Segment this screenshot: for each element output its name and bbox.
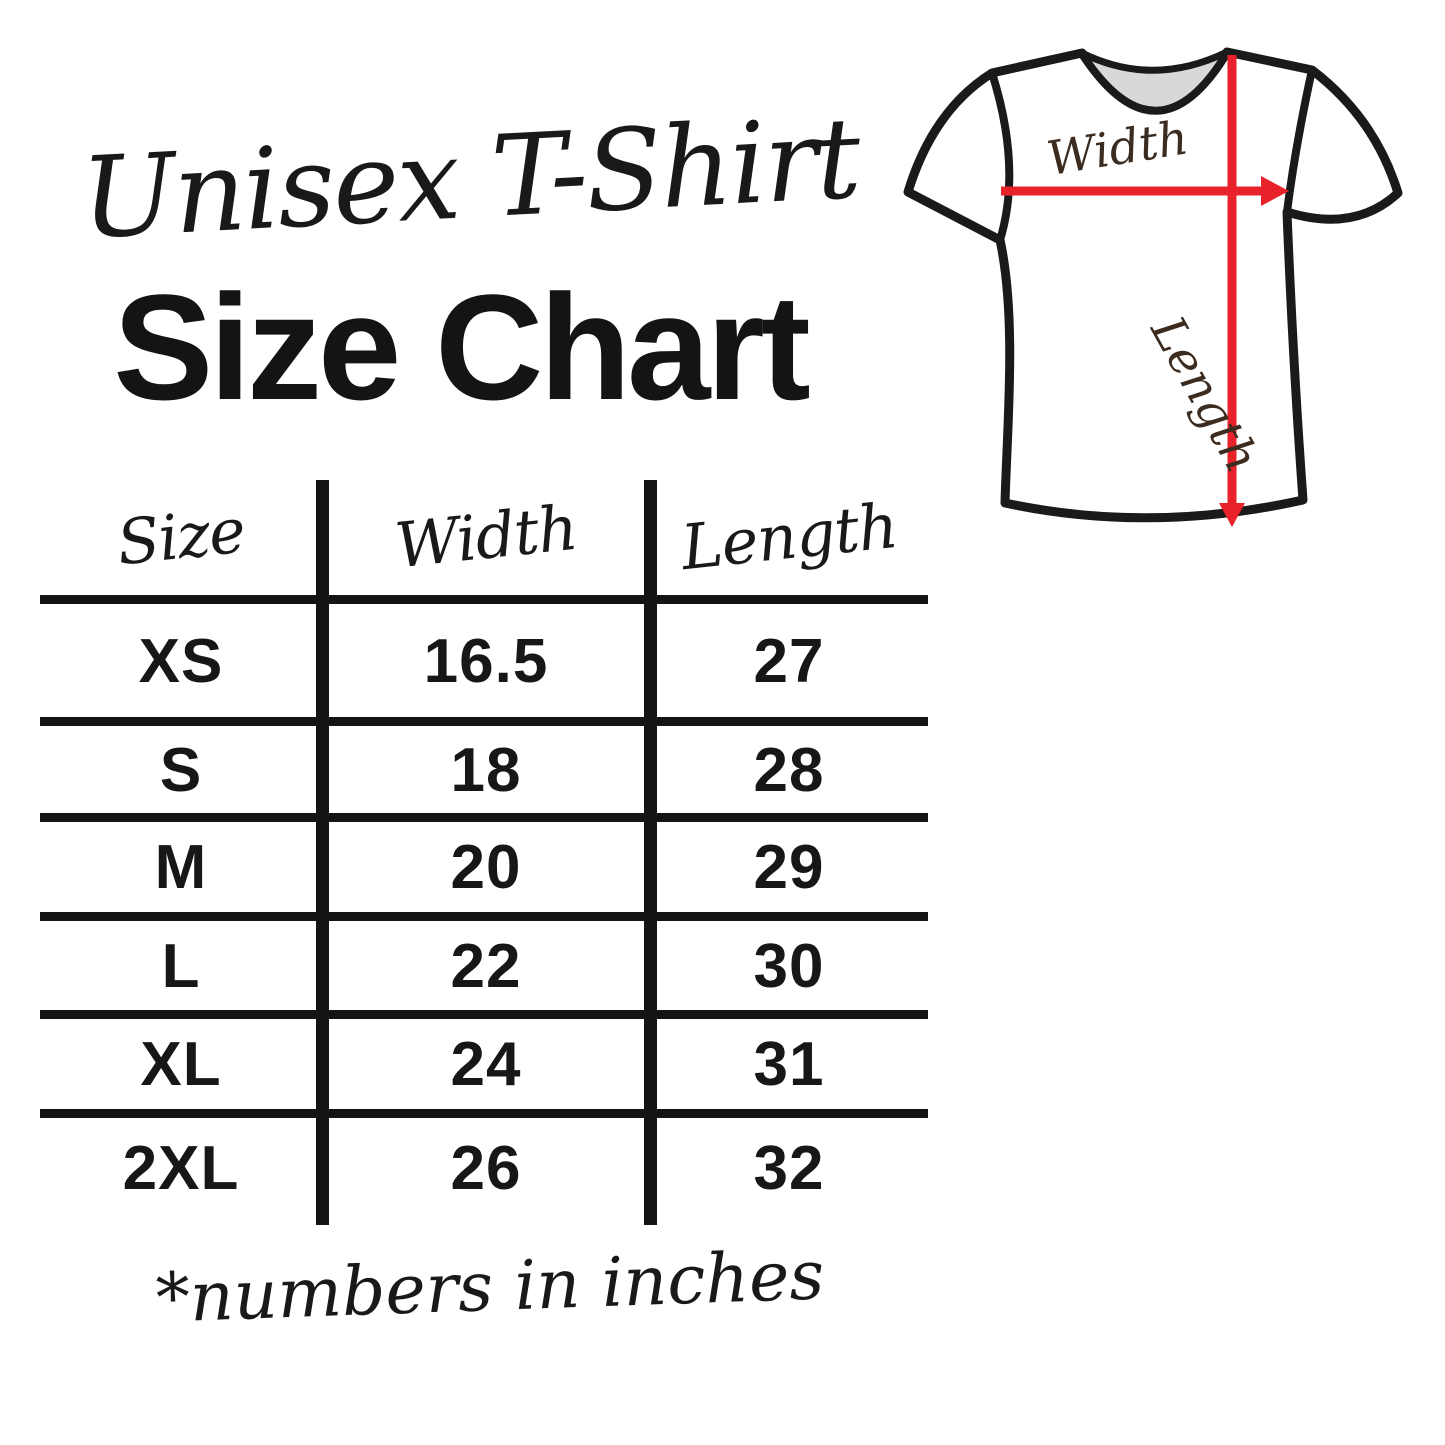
length-value: 28 [753, 735, 825, 805]
length-value: 30 [753, 931, 825, 1001]
left-armhole-seam [988, 69, 1014, 244]
tshirt-collar [1078, 48, 1231, 114]
page-title: Size Chart [113, 263, 811, 431]
size-value: L [161, 931, 201, 1001]
length-value: 31 [753, 1030, 825, 1099]
width-value: 24 [450, 1030, 522, 1099]
width-arrow-head [1261, 176, 1289, 206]
table-rule [40, 1010, 928, 1019]
size-value: 2XL [122, 1133, 240, 1203]
table-rule [40, 717, 928, 726]
table-rule [40, 912, 928, 921]
table-row: XL 24 31 [40, 1015, 928, 1114]
length-value: 29 [753, 833, 825, 902]
table-header-row: Size Width Length [40, 478, 928, 595]
header-length: Length [677, 488, 901, 585]
table-row: L 22 30 [40, 917, 928, 1015]
length-arrow-head [1219, 503, 1245, 527]
page-title-script: Unisex T-Shirt [77, 93, 862, 265]
table-column-divider [644, 480, 657, 1225]
table-column-divider [316, 480, 329, 1225]
units-footnote: *numbers in inches [154, 1236, 826, 1339]
table-row: M 20 29 [40, 818, 928, 917]
size-value: S [159, 735, 203, 805]
length-value: 32 [753, 1133, 825, 1203]
table-row: XS 16.5 27 [40, 600, 928, 722]
right-armhole-seam [1283, 66, 1316, 216]
width-value: 26 [450, 1133, 522, 1203]
header-width: Width [391, 490, 581, 583]
width-value: 16.5 [423, 626, 549, 696]
table-rule [40, 595, 928, 604]
table-rule [40, 813, 928, 822]
size-value: XL [140, 1030, 222, 1099]
table-rule [40, 1109, 928, 1118]
size-value: XS [138, 626, 224, 696]
header-size: Size [113, 493, 249, 580]
length-value: 27 [753, 626, 825, 696]
size-value: M [154, 833, 208, 902]
width-value: 18 [450, 735, 522, 805]
tshirt-diagram: Width Length [903, 47, 1403, 527]
width-value: 22 [450, 931, 522, 1001]
table-row: 2XL 26 32 [40, 1114, 928, 1222]
table-row: S 18 28 [40, 722, 928, 818]
width-value: 20 [450, 833, 522, 902]
tshirt-outline [903, 47, 1403, 523]
